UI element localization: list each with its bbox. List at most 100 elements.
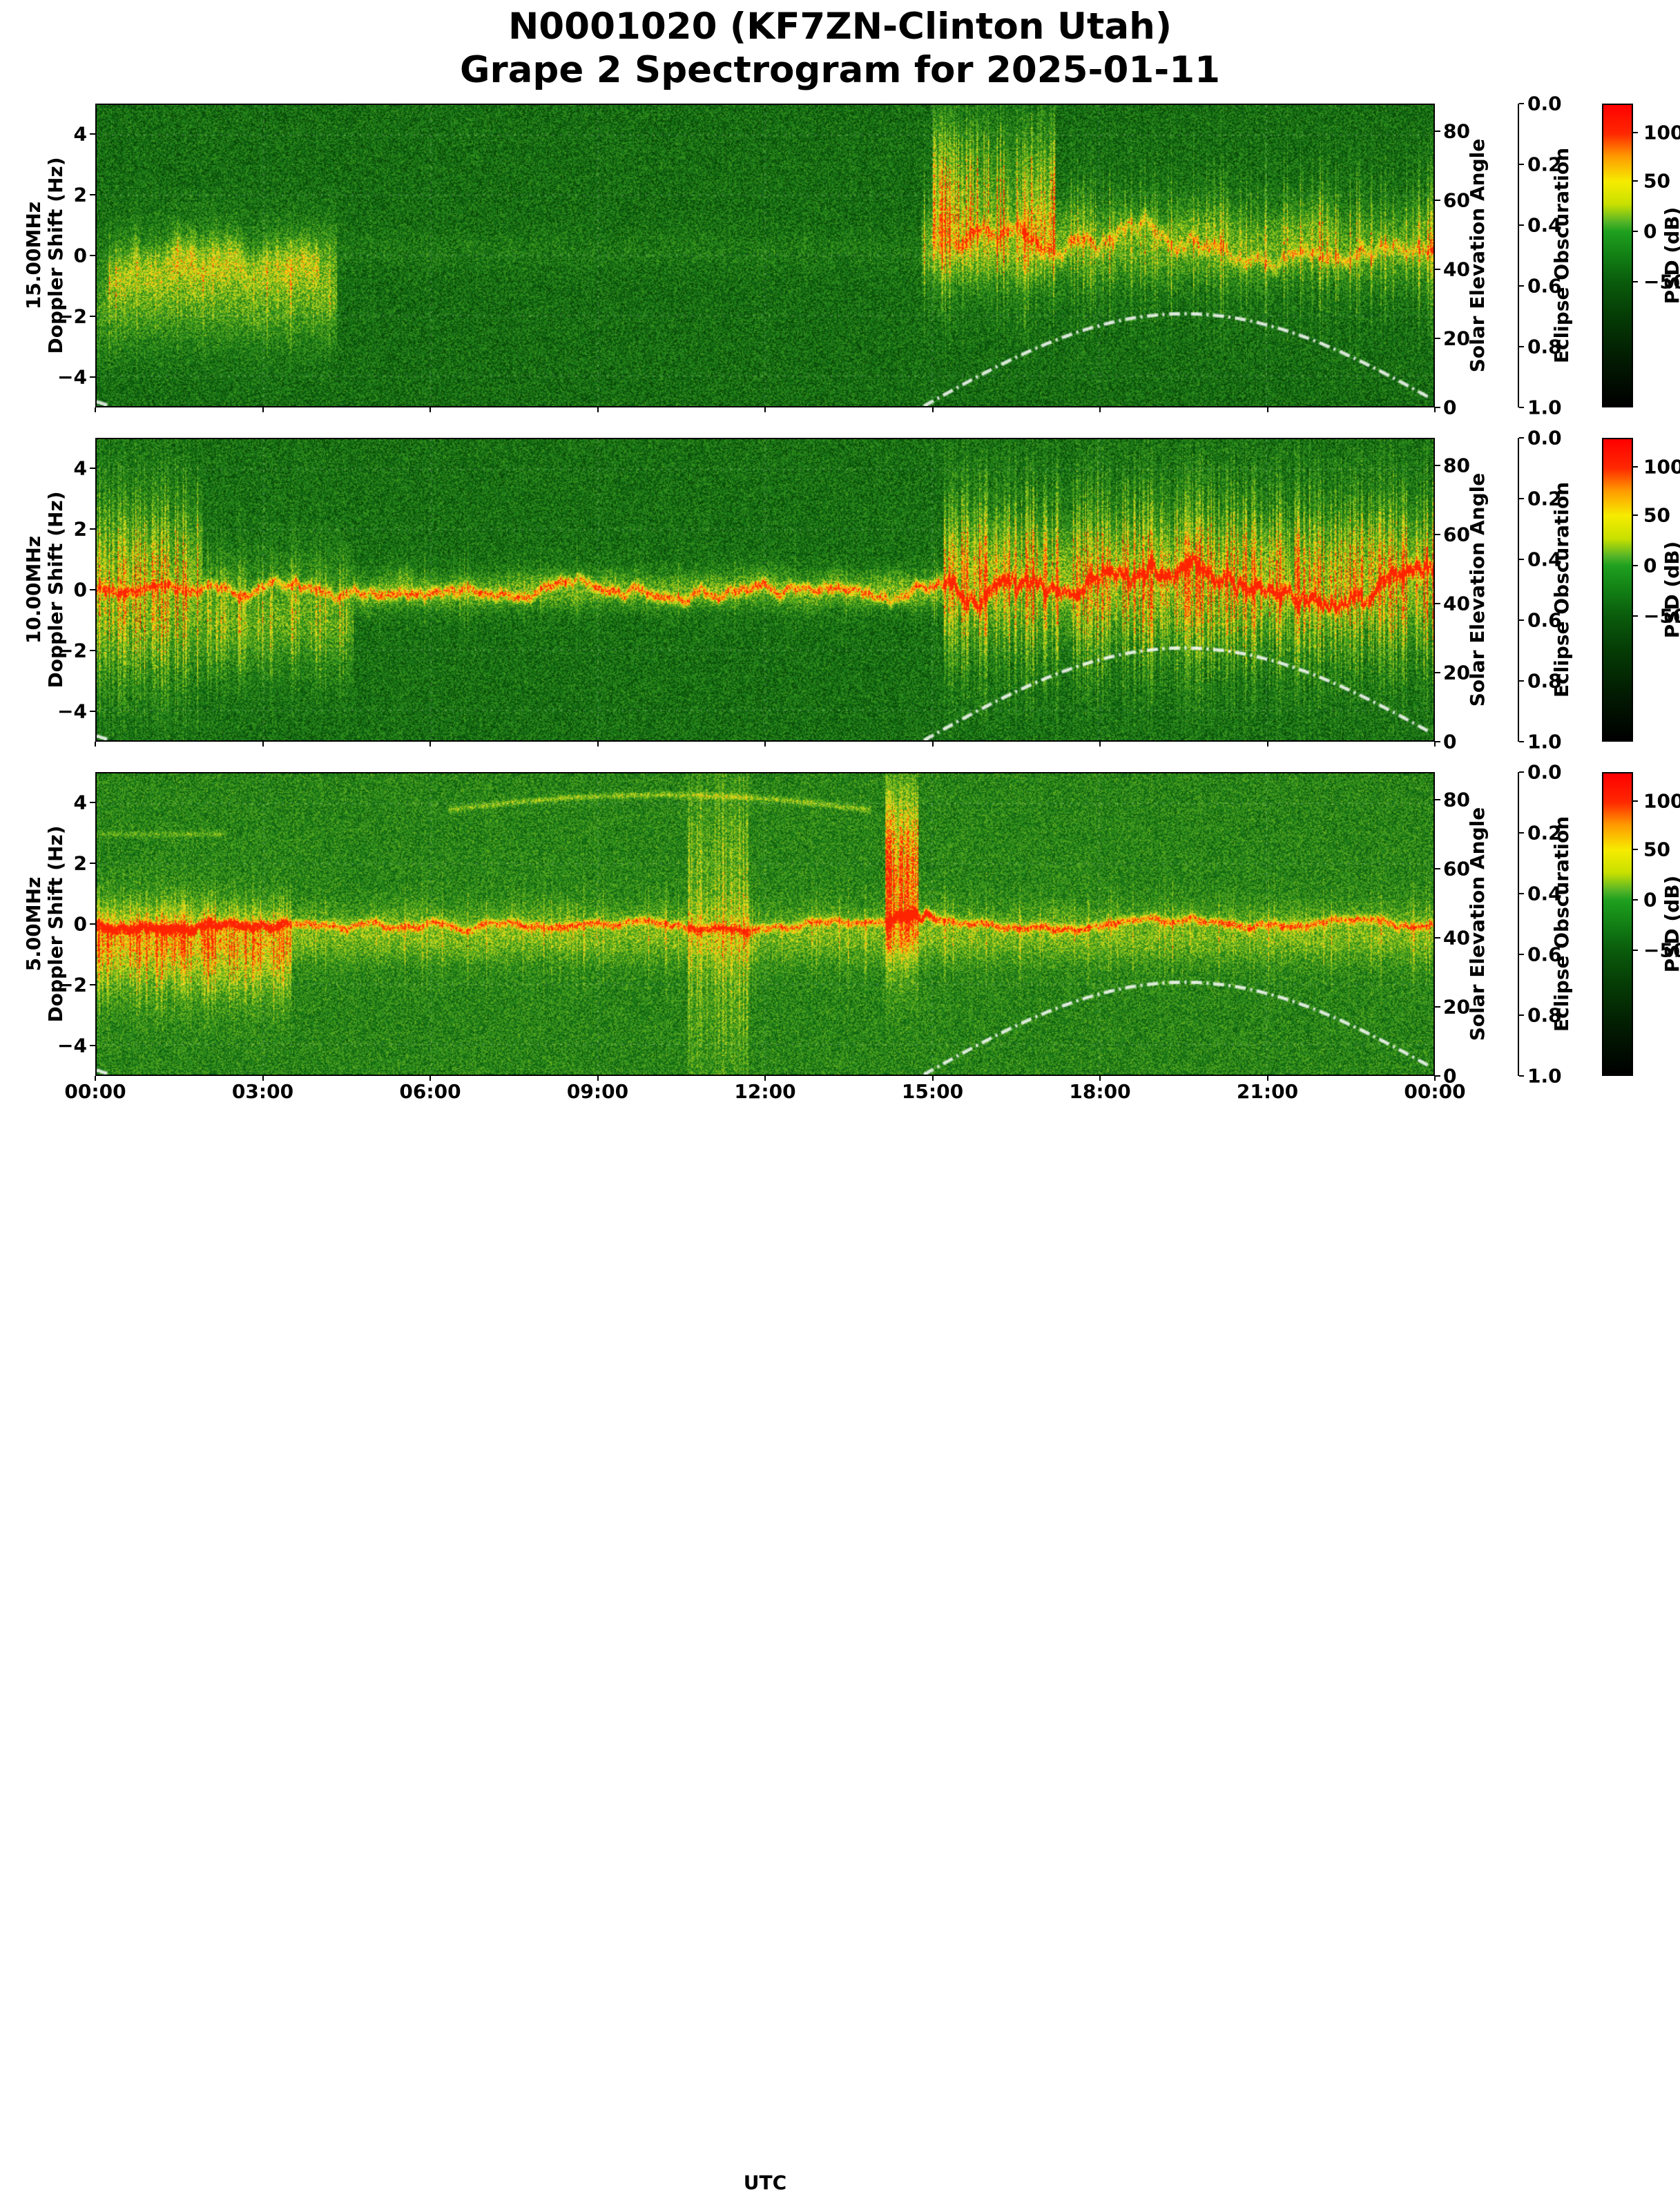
tick-mark [1435, 534, 1440, 535]
tick-mark [1434, 742, 1436, 747]
tick-mark [90, 316, 95, 317]
tick-mark [95, 1076, 96, 1081]
tick-mark [764, 407, 766, 412]
tick-mark [90, 650, 95, 651]
tick-mark [90, 923, 95, 925]
tick-label: 100 [1643, 121, 1680, 144]
tick-mark [1633, 800, 1638, 802]
solar-tick-labels: 80 60 40 20 0 [1443, 438, 1491, 753]
tick-label: 60 [1443, 189, 1470, 212]
x-tick-label: 09:00 [566, 1080, 629, 1103]
spectrogram-canvas-10mhz [97, 439, 1433, 740]
figure-title: N0001020 (KF7ZN-Clinton Utah) Grape 2 Sp… [0, 6, 1680, 92]
tick-mark [90, 376, 95, 378]
tick-mark [1519, 619, 1524, 621]
tick-mark [1434, 1076, 1436, 1081]
tick-mark [1633, 514, 1638, 516]
spectrogram-plot-5mhz [95, 772, 1435, 1076]
tick-mark [1633, 564, 1638, 566]
tick-label: 40 [1443, 926, 1470, 950]
tick-mark [931, 407, 934, 412]
tick-mark [429, 407, 431, 412]
tick-label: −50 [1643, 939, 1680, 962]
tick-mark [1099, 1076, 1101, 1081]
tick-label: 0.6 [1527, 943, 1562, 966]
figure-title-line2: Grape 2 Spectrogram for 2025-01-11 [459, 48, 1221, 91]
tick-label: −2 [57, 973, 87, 997]
tick-mark [597, 407, 599, 412]
tick-mark [1633, 466, 1638, 468]
x-tick-label: 00:00 [1404, 1080, 1466, 1103]
tick-mark [1435, 603, 1440, 604]
tick-mark [597, 1076, 599, 1081]
psd-axis-label: PSD (dB) [1661, 875, 1680, 973]
tick-mark [1519, 437, 1524, 439]
tick-label: −50 [1643, 604, 1680, 628]
tick-mark [90, 468, 95, 469]
tick-label: 1.0 [1527, 730, 1562, 753]
tick-label: 40 [1443, 258, 1470, 281]
tick-mark [1435, 465, 1440, 466]
tick-mark [1633, 615, 1638, 617]
tick-mark [1435, 672, 1440, 673]
tick-mark [1519, 1075, 1524, 1077]
tick-mark [90, 1045, 95, 1046]
tick-label: 0 [73, 244, 87, 267]
tick-mark [1435, 1006, 1440, 1008]
tick-mark [1519, 832, 1524, 834]
tick-mark [1519, 407, 1524, 408]
tick-label: 0 [1443, 1064, 1457, 1088]
tick-mark [262, 1076, 264, 1081]
tick-label: 0 [1643, 554, 1657, 577]
tick-label: 0.2 [1527, 487, 1562, 510]
tick-label: 0 [1443, 730, 1457, 753]
tick-mark [1519, 498, 1524, 499]
x-tick-label: 15:00 [901, 1080, 964, 1103]
solar-tick-labels: 80 60 40 20 0 [1443, 104, 1491, 419]
tick-label: 100 [1643, 455, 1680, 479]
colorbar-tick-labels: 100 50 0 −50 [1643, 438, 1680, 742]
eclipse-axis-spine [1518, 104, 1519, 407]
x-tick-label: 06:00 [399, 1080, 461, 1103]
tick-mark [95, 742, 96, 747]
tick-mark [90, 863, 95, 864]
doppler-tick-labels: 4 2 0 −2 −4 [0, 104, 87, 407]
tick-label: 4 [73, 456, 87, 480]
x-axis: 00:00 03:00 06:00 09:00 12:00 15:00 18:00 21:00… [0, 1076, 1680, 2194]
tick-label: −4 [57, 365, 87, 389]
tick-mark [429, 742, 431, 747]
tick-mark [1266, 1076, 1268, 1081]
tick-label: 2 [73, 851, 87, 875]
eclipse-axis-spine [1518, 438, 1519, 742]
tick-label: 20 [1443, 661, 1470, 684]
tick-mark [1633, 132, 1638, 134]
tick-label: 0.4 [1527, 548, 1562, 571]
tick-label: 0.0 [1527, 760, 1562, 784]
eclipse-tick-labels: 0.0 0.2 0.4 0.6 0.8 1.0 [1527, 93, 1576, 419]
tick-mark [90, 711, 95, 712]
solar-axis-label: Solar Elevation Angle [1466, 807, 1489, 1041]
eclipse-axis-label: Eclipse Obscuration [1550, 816, 1573, 1032]
psd-colorbar [1602, 772, 1633, 1076]
tick-mark [1633, 230, 1638, 232]
tick-label: 0 [1643, 888, 1657, 912]
tick-mark [1633, 949, 1638, 951]
x-tick-label: 18:00 [1069, 1080, 1131, 1103]
eclipse-tick-labels: 0.0 0.2 0.4 0.6 0.8 1.0 [1527, 761, 1576, 1088]
tick-label: 0.6 [1527, 608, 1562, 632]
eclipse-tick-labels: 0.0 0.2 0.4 0.6 0.8 1.0 [1527, 427, 1576, 753]
tick-label: 20 [1443, 327, 1470, 350]
tick-mark [90, 528, 95, 530]
spectrogram-canvas-5mhz [97, 773, 1433, 1075]
psd-axis-label: PSD (dB) [1661, 541, 1680, 639]
tick-label: 0.6 [1527, 274, 1562, 298]
tick-label: 50 [1643, 503, 1670, 527]
tick-mark [1519, 893, 1524, 894]
tick-label: 20 [1443, 995, 1470, 1019]
tick-label: 2 [73, 517, 87, 541]
tick-mark [1519, 559, 1524, 560]
tick-mark [262, 407, 264, 412]
x-tick-label: 00:00 [64, 1080, 126, 1103]
tick-mark [1435, 269, 1440, 270]
tick-mark [90, 802, 95, 803]
